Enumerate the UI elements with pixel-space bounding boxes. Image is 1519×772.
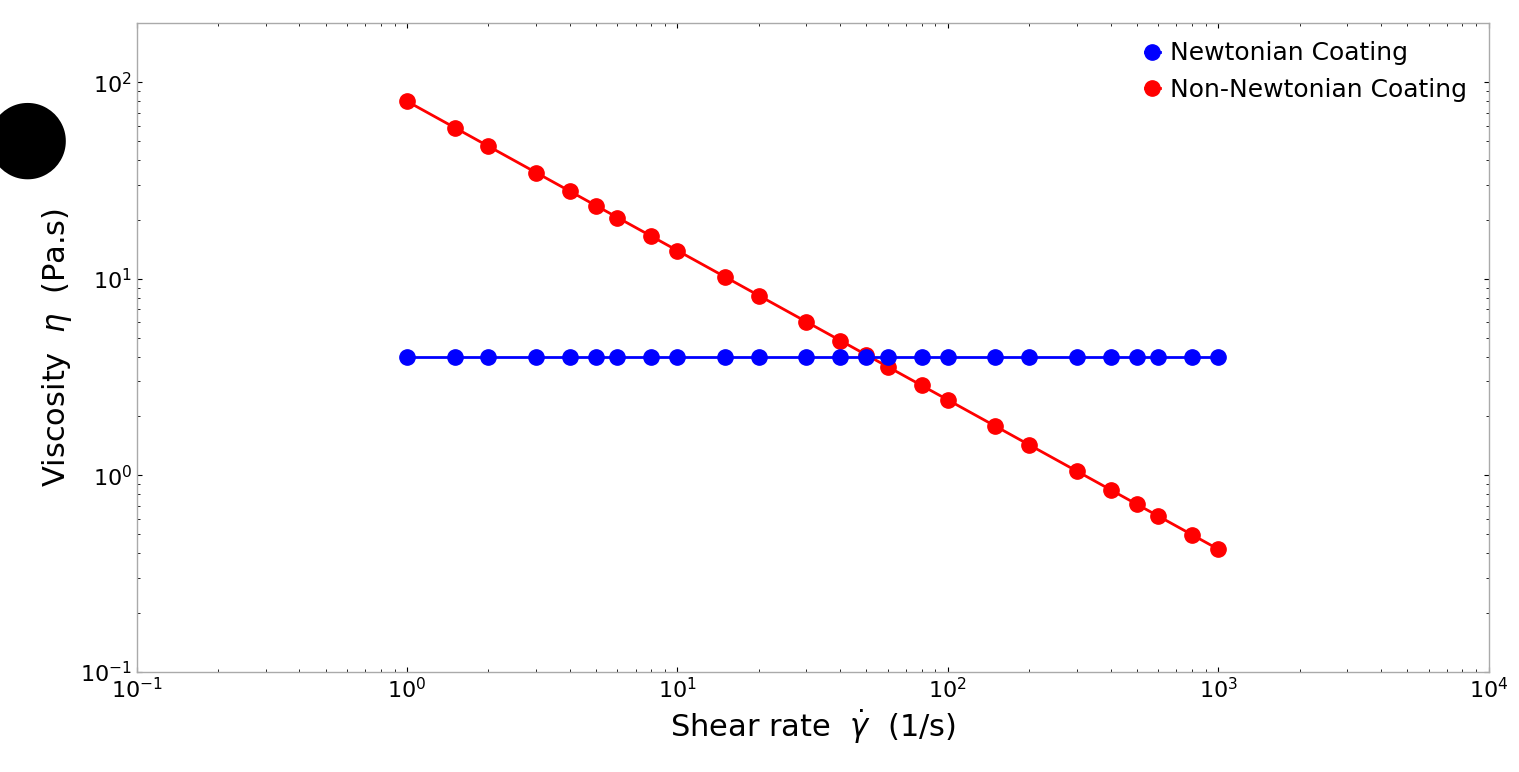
Non-Newtonian Coating [1150, 512, 1168, 521]
Newtonian Coating [880, 352, 898, 361]
Newtonian Coating [527, 352, 545, 361]
Newtonian Coating [609, 352, 627, 361]
Newtonian Coating [586, 352, 605, 361]
Newtonian Coating [715, 352, 734, 361]
Non-Newtonian Coating [643, 232, 661, 241]
Non-Newtonian Coating [750, 291, 769, 300]
Newtonian Coating [1127, 352, 1145, 361]
Non-Newtonian Coating [586, 201, 605, 210]
Newtonian Coating [480, 352, 498, 361]
Non-Newtonian Coating [939, 395, 957, 405]
Non-Newtonian Coating [609, 213, 627, 222]
Non-Newtonian Coating [668, 246, 687, 256]
Non-Newtonian Coating [986, 422, 1004, 431]
Newtonian Coating [643, 352, 661, 361]
Newtonian Coating [750, 352, 769, 361]
Non-Newtonian Coating [1021, 440, 1039, 449]
Y-axis label: Viscosity  $\eta$  (Pa.s): Viscosity $\eta$ (Pa.s) [41, 208, 74, 487]
Non-Newtonian Coating [1127, 499, 1145, 509]
Newtonian Coating [986, 352, 1004, 361]
Non-Newtonian Coating [527, 168, 545, 178]
Newtonian Coating [913, 352, 931, 361]
Newtonian Coating [398, 352, 416, 361]
Newtonian Coating [831, 352, 849, 361]
Non-Newtonian Coating [1101, 485, 1120, 494]
Newtonian Coating [1101, 352, 1120, 361]
Newtonian Coating [1021, 352, 1039, 361]
Non-Newtonian Coating [880, 362, 898, 371]
Non-Newtonian Coating [561, 187, 579, 196]
Non-Newtonian Coating [480, 141, 498, 151]
Newtonian Coating [668, 352, 687, 361]
Newtonian Coating [445, 352, 463, 361]
Legend: Newtonian Coating, Non-Newtonian Coating: Newtonian Coating, Non-Newtonian Coating [1135, 32, 1476, 112]
Non-Newtonian Coating [1209, 544, 1227, 554]
Line: Newtonian Coating: Newtonian Coating [399, 349, 1226, 364]
Newtonian Coating [1068, 352, 1086, 361]
Newtonian Coating [857, 352, 875, 361]
Line: Non-Newtonian Coating: Non-Newtonian Coating [399, 93, 1226, 557]
Non-Newtonian Coating [1068, 466, 1086, 476]
Non-Newtonian Coating [831, 336, 849, 345]
Non-Newtonian Coating [857, 350, 875, 360]
Text: ●: ● [0, 90, 71, 188]
Newtonian Coating [1183, 352, 1202, 361]
Newtonian Coating [939, 352, 957, 361]
Newtonian Coating [1209, 352, 1227, 361]
Non-Newtonian Coating [1183, 530, 1202, 540]
Non-Newtonian Coating [398, 96, 416, 106]
X-axis label: Shear rate  $\dot{\gamma}$  (1/s): Shear rate $\dot{\gamma}$ (1/s) [670, 707, 955, 746]
Newtonian Coating [797, 352, 816, 361]
Non-Newtonian Coating [445, 123, 463, 132]
Non-Newtonian Coating [715, 273, 734, 282]
Non-Newtonian Coating [913, 381, 931, 390]
Non-Newtonian Coating [797, 317, 816, 327]
Newtonian Coating [1150, 352, 1168, 361]
Newtonian Coating [561, 352, 579, 361]
